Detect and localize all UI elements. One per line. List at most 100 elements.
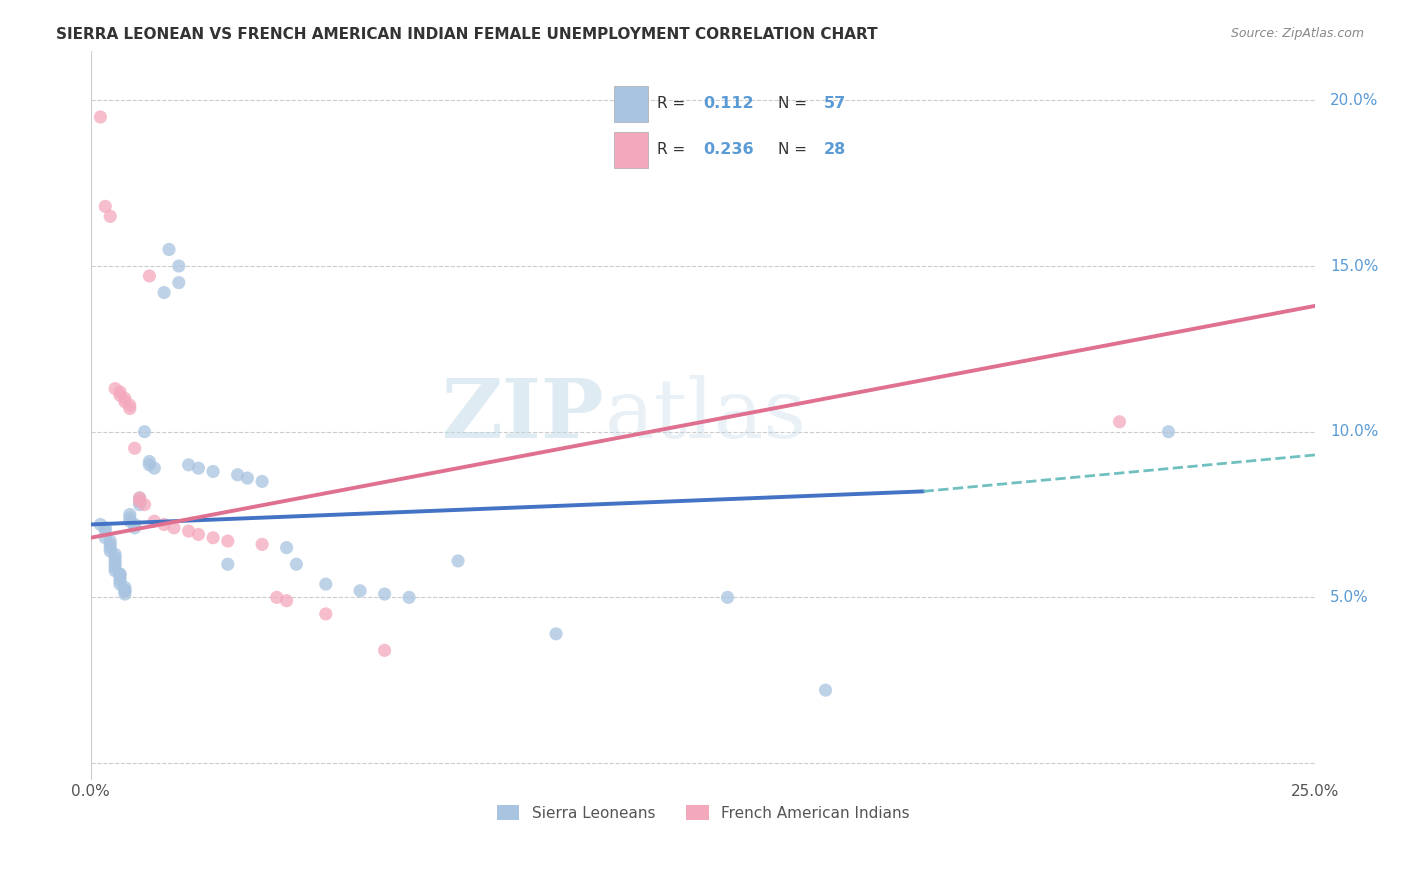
Point [114, 581, 136, 595]
Point [108, 567, 131, 582]
Point [94, 199, 117, 213]
Point [98, 544, 121, 558]
Point [285, 558, 308, 572]
Point [544, 627, 567, 641]
Point [104, 560, 127, 574]
Point [217, 558, 239, 572]
Text: Source: ZipAtlas.com: Source: ZipAtlas.com [1230, 27, 1364, 40]
Text: 10.0%: 10.0% [1330, 425, 1378, 439]
Point [124, 517, 146, 532]
Point [236, 471, 259, 485]
Point [94, 521, 117, 535]
Point [167, 259, 190, 273]
Point [202, 531, 225, 545]
Point [167, 276, 190, 290]
Text: R =: R = [657, 96, 690, 111]
Point [114, 395, 136, 409]
Text: ZIP: ZIP [443, 376, 605, 455]
Point [108, 577, 131, 591]
Text: 57: 57 [824, 96, 846, 111]
Point [114, 392, 136, 406]
Point [128, 491, 150, 505]
Point [108, 574, 131, 588]
Point [250, 475, 273, 489]
FancyBboxPatch shape [614, 132, 648, 168]
Point [814, 683, 837, 698]
Text: atlas: atlas [605, 376, 807, 455]
Text: 5.0%: 5.0% [1330, 590, 1369, 605]
Point [138, 458, 160, 472]
Point [153, 517, 176, 532]
Point [143, 514, 166, 528]
Point [104, 547, 127, 561]
Point [108, 388, 131, 402]
Point [374, 587, 396, 601]
Point [128, 494, 150, 508]
Point [104, 382, 127, 396]
Text: 0.112: 0.112 [703, 96, 754, 111]
Point [104, 564, 127, 578]
Point [98, 537, 121, 551]
FancyBboxPatch shape [614, 87, 648, 122]
Point [1157, 425, 1180, 439]
Point [177, 458, 200, 472]
Point [187, 461, 209, 475]
Point [118, 508, 141, 522]
Text: 0.236: 0.236 [703, 142, 754, 157]
Point [94, 524, 117, 538]
Point [118, 401, 141, 416]
Text: N =: N = [778, 142, 811, 157]
Text: N =: N = [778, 96, 811, 111]
Point [217, 534, 239, 549]
Point [138, 268, 160, 283]
Point [398, 591, 420, 605]
Point [98, 210, 121, 224]
Point [134, 498, 156, 512]
Point [89, 517, 111, 532]
Text: 28: 28 [824, 142, 846, 157]
Point [124, 442, 146, 456]
Point [315, 607, 337, 621]
Point [315, 577, 337, 591]
Point [98, 534, 121, 549]
Legend: Sierra Leoneans, French American Indians: Sierra Leoneans, French American Indians [491, 798, 915, 827]
Point [1108, 415, 1130, 429]
Point [349, 583, 371, 598]
Point [276, 541, 298, 555]
Point [108, 384, 131, 399]
Point [163, 521, 186, 535]
Point [118, 514, 141, 528]
Point [153, 285, 176, 300]
Point [374, 643, 396, 657]
Point [114, 583, 136, 598]
Point [177, 524, 200, 538]
Point [716, 591, 738, 605]
Point [118, 398, 141, 412]
Point [114, 587, 136, 601]
Point [187, 527, 209, 541]
Point [250, 537, 273, 551]
Point [108, 570, 131, 584]
Point [447, 554, 470, 568]
Text: 20.0%: 20.0% [1330, 93, 1378, 108]
Point [108, 567, 131, 582]
Point [128, 494, 150, 508]
Point [276, 593, 298, 607]
Point [157, 243, 180, 257]
Point [138, 454, 160, 468]
Point [134, 425, 156, 439]
Point [226, 467, 249, 482]
Point [114, 583, 136, 598]
Point [128, 491, 150, 505]
Text: SIERRA LEONEAN VS FRENCH AMERICAN INDIAN FEMALE UNEMPLOYMENT CORRELATION CHART: SIERRA LEONEAN VS FRENCH AMERICAN INDIAN… [56, 27, 877, 42]
Text: 15.0%: 15.0% [1330, 259, 1378, 274]
Point [89, 110, 111, 124]
Point [266, 591, 288, 605]
Point [202, 465, 225, 479]
Point [143, 461, 166, 475]
Point [94, 531, 117, 545]
Point [128, 498, 150, 512]
Point [104, 550, 127, 565]
Point [118, 511, 141, 525]
Point [124, 521, 146, 535]
